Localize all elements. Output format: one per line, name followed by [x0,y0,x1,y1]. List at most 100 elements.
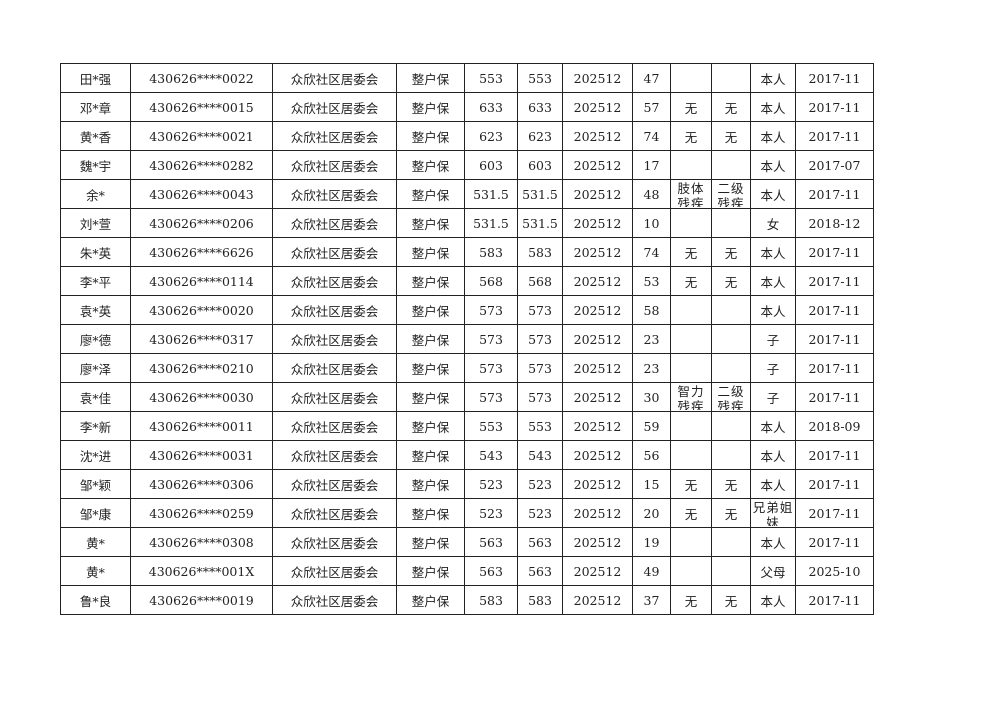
table-row: 邹*颖 430626****0306 众欣社区居委会 整户保 523 523 202512 1… [60,469,874,499]
amount-b-text: 573 [528,302,552,318]
cell-name: 袁*英 [60,295,131,325]
cell-guarantee-type: 整户保 [396,208,465,238]
id-number-text: 430626****0015 [149,99,254,115]
age-text: 37 [643,592,660,608]
name-text: 邹*康 [79,506,112,522]
age-text: 47 [643,70,660,86]
name-text: 廖*德 [79,332,112,348]
table-row: 黄* 430626****001X 众欣社区居委会 整户保 563 563 202512 49… [60,556,874,586]
cell-id-number: 430626****0043 [130,179,273,209]
guarantee-type-text: 整户保 [411,535,450,551]
disability-level-text: 无 [724,129,738,145]
community-text: 众欣社区居委会 [290,274,379,290]
cell-start-date: 2017-11 [795,353,874,383]
cell-relation: 父母 [750,556,796,586]
cell-name: 刘*萱 [60,208,131,238]
guarantee-type-text: 整户保 [411,187,450,203]
cell-name: 李*平 [60,266,131,296]
start-date-text: 2017-11 [808,302,861,318]
table-row: 廖*泽 430626****0210 众欣社区居委会 整户保 573 573 202512 2… [60,353,874,383]
relation-text: 本人 [760,477,786,493]
amount-b-text: 583 [528,592,552,608]
start-date-text: 2017-11 [808,186,861,202]
cell-relation: 子 [750,324,796,354]
cell-amount-a: 553 [464,63,518,93]
disability-level-text: 无 [724,593,738,609]
guarantee-type-text: 整户保 [411,245,450,261]
cell-start-date: 2017-11 [795,121,874,151]
cell-disability-level [711,208,751,238]
cell-disability-level [711,411,751,441]
cell-amount-b: 573 [517,353,563,383]
cell-amount-a: 531.5 [464,208,518,238]
community-text: 众欣社区居委会 [290,419,379,435]
cell-name: 邹*康 [60,498,131,528]
cell-age: 17 [632,150,671,180]
cell-age: 23 [632,353,671,383]
guarantee-type-text: 整户保 [411,274,450,290]
guarantee-type-text: 整户保 [411,448,450,464]
cell-disability-level [711,527,751,557]
cell-age: 58 [632,295,671,325]
cell-disability-type: 无 [670,237,712,267]
cell-id-number: 430626****0259 [130,498,273,528]
community-text: 众欣社区居委会 [290,71,379,87]
age-text: 23 [643,331,660,347]
id-number-text: 430626****0206 [149,215,254,231]
cell-id-number: 430626****0210 [130,353,273,383]
cell-community: 众欣社区居委会 [272,63,397,93]
cell-disability-level: 无 [711,237,751,267]
relation-text: 本人 [760,593,786,609]
age-text: 10 [643,215,660,231]
cell-start-date: 2018-09 [795,411,874,441]
cell-disability-type: 智力残疾 [670,382,712,412]
cell-name: 朱*英 [60,237,131,267]
cell-start-date: 2017-11 [795,63,874,93]
table-row: 邓*章 430626****0015 众欣社区居委会 整户保 633 633 202512 5… [60,92,874,122]
amount-b-text: 563 [528,534,552,550]
cell-age: 37 [632,585,671,615]
amount-a-text: 531.5 [473,215,509,231]
cell-community: 众欣社区居委会 [272,411,397,441]
amount-a-text: 573 [479,331,503,347]
amount-a-text: 573 [479,389,503,405]
start-date-text: 2017-11 [808,505,861,521]
cell-name: 廖*泽 [60,353,131,383]
name-text: 余* [86,187,105,203]
cell-amount-b: 531.5 [517,208,563,238]
community-text: 众欣社区居委会 [290,593,379,609]
id-number-text: 430626****0011 [149,418,254,434]
guarantee-type-text: 整户保 [411,303,450,319]
cell-period: 202512 [562,92,633,122]
name-text: 黄*香 [79,129,112,145]
cell-period: 202512 [562,469,633,499]
period-text: 202512 [573,331,622,347]
cell-relation: 本人 [750,527,796,557]
amount-b-text: 553 [528,70,552,86]
relation-text: 女 [766,216,780,232]
cell-disability-type: 无 [670,92,712,122]
start-date-text: 2017-11 [808,360,861,376]
relation-text: 本人 [760,303,786,319]
cell-period: 202512 [562,237,633,267]
cell-name: 廖*德 [60,324,131,354]
cell-start-date: 2017-11 [795,469,874,499]
relation-text: 本人 [760,100,786,116]
start-date-text: 2018-09 [808,418,861,434]
cell-disability-level [711,440,751,470]
name-text: 袁*英 [79,303,112,319]
cell-period: 202512 [562,295,633,325]
name-text: 鲁*良 [79,593,112,609]
guarantee-type-text: 整户保 [411,361,450,377]
cell-community: 众欣社区居委会 [272,382,397,412]
cell-amount-a: 603 [464,150,518,180]
age-text: 19 [643,534,660,550]
cell-start-date: 2017-11 [795,324,874,354]
cell-period: 202512 [562,324,633,354]
name-text: 李*新 [79,419,112,435]
cell-age: 15 [632,469,671,499]
cell-id-number: 430626****0031 [130,440,273,470]
id-number-text: 430626****0259 [149,505,254,521]
period-text: 202512 [573,447,622,463]
relation-text: 子 [766,361,780,377]
